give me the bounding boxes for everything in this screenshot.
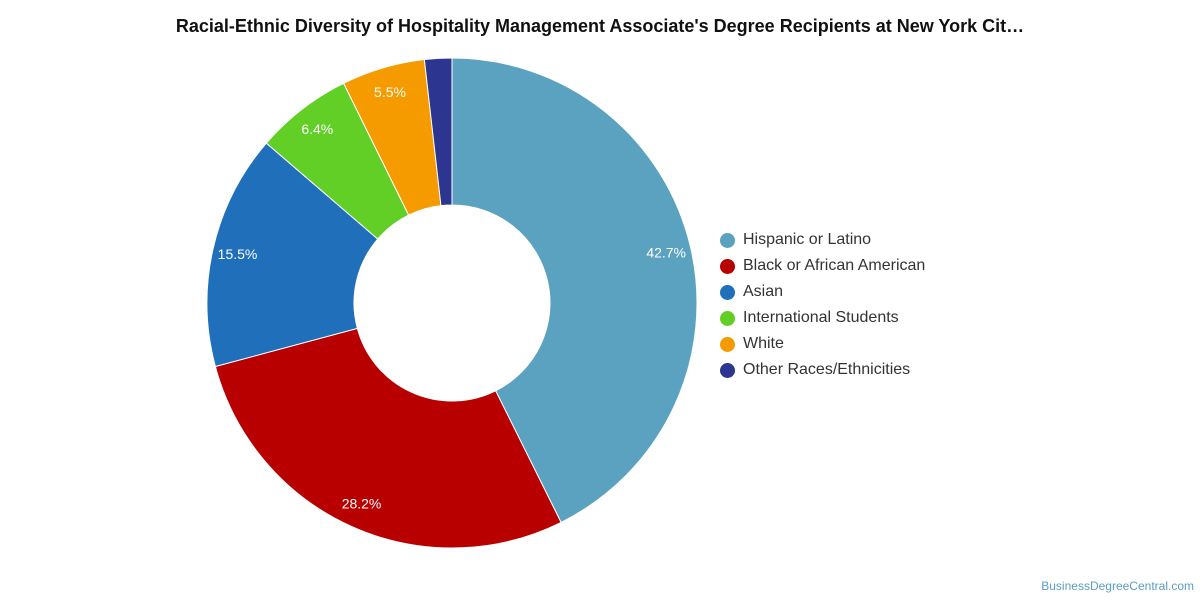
legend-item-international-students[interactable]: International Students (720, 305, 925, 331)
legend-label: Hispanic or Latino (743, 231, 872, 248)
legend-item-hispanic-or-latino[interactable]: Hispanic or Latino (720, 227, 925, 253)
legend-swatch-icon (720, 284, 735, 300)
legend-swatch-icon (720, 362, 735, 378)
data-label-black-or-african-american: 28.2% (342, 496, 382, 512)
legend-item-black-or-african-american[interactable]: Black or African American (720, 253, 925, 279)
legend-swatch-icon (720, 232, 735, 248)
legend-label: White (743, 335, 784, 352)
legend-label: Asian (743, 283, 784, 300)
legend-swatch-icon (720, 336, 735, 352)
data-label-hispanic-or-latino: 42.7% (646, 245, 686, 261)
data-label-white: 5.5% (374, 84, 406, 100)
legend-item-white[interactable]: White (720, 331, 925, 357)
slice-asian[interactable] (206, 142, 379, 368)
donut-slices (206, 57, 698, 549)
legend-label: Black or African American (743, 257, 926, 274)
legend-label: Other Races/Ethnicities (743, 361, 911, 378)
legend-item-asian[interactable]: Asian (720, 279, 925, 305)
legend-label: International Students (743, 309, 899, 326)
legend-item-other-races-ethnicities[interactable]: Other Races/Ethnicities (720, 357, 925, 383)
data-label-asian: 15.5% (218, 246, 258, 262)
data-label-international-students: 6.4% (301, 121, 333, 137)
source-credit[interactable]: BusinessDegreeCentral.com (1041, 579, 1194, 593)
legend-swatch-icon (720, 310, 735, 326)
slice-black-or-african-american[interactable] (214, 327, 562, 549)
legend-swatch-icon (720, 258, 735, 274)
donut-data-labels: 42.7% 28.2% 15.5% 6.4% 5.5% (218, 84, 686, 512)
chart-legend: Hispanic or Latino Black or African Ameri… (720, 227, 925, 383)
slice-hispanic-or-latino[interactable] (451, 57, 698, 524)
slice-other-races-ethnicities[interactable] (423, 57, 453, 207)
chart-title: Racial-Ethnic Diversity of Hospitality M… (175, 16, 1025, 36)
